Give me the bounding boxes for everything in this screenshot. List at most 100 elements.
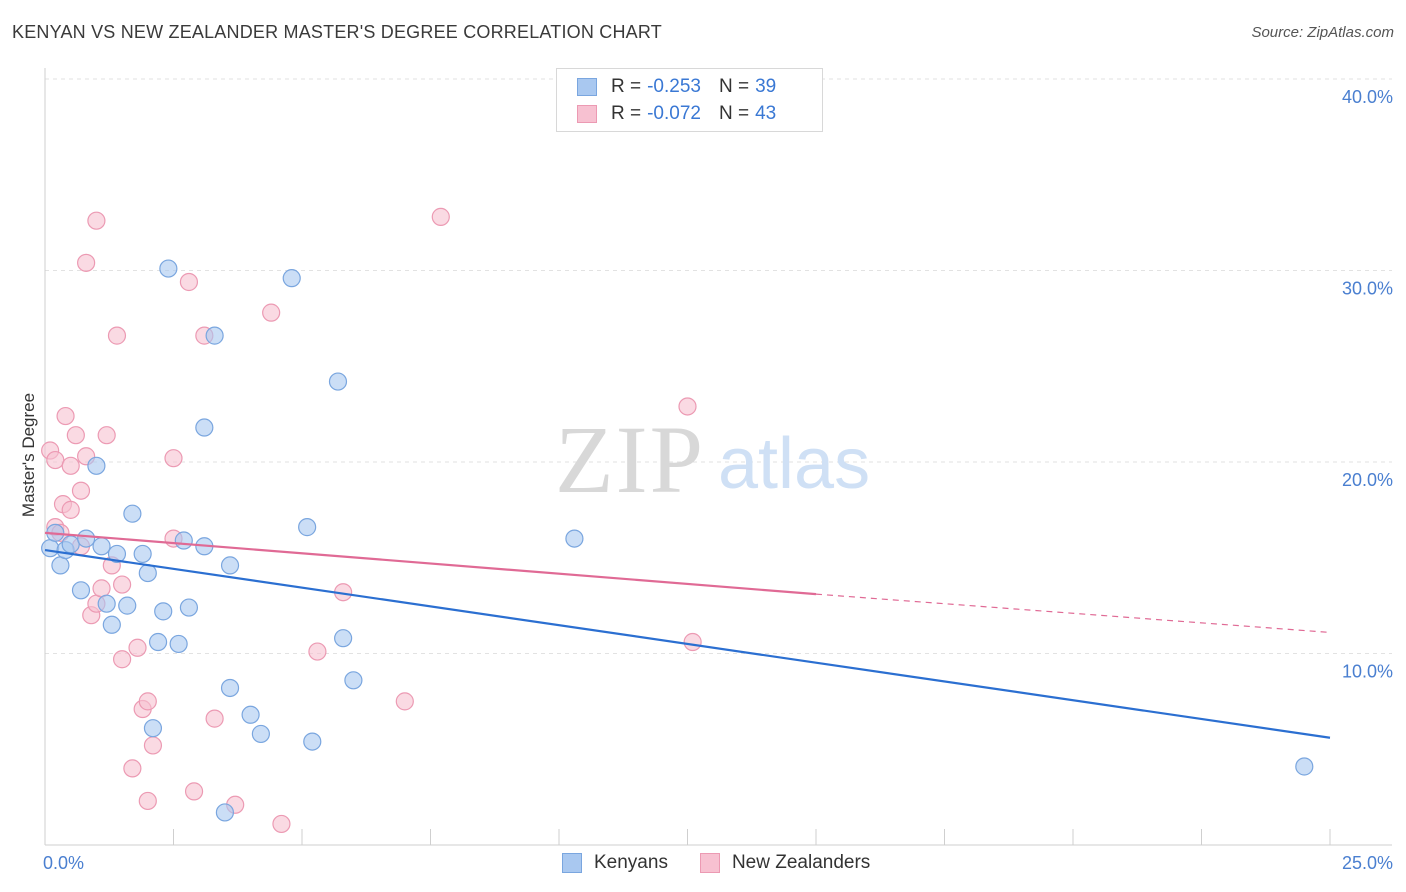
kenyan-point [215, 803, 234, 822]
watermark-atlas: atlas [718, 424, 870, 504]
kenyan-point [61, 535, 80, 554]
new-zealander-point [61, 456, 80, 475]
kenyan-point [148, 632, 168, 652]
kenyan-point [92, 537, 111, 556]
legend-r-value: -0.253 [647, 76, 701, 97]
new-zealander-point [143, 736, 163, 755]
kenyan-point [174, 531, 193, 550]
new-zealander-point [97, 426, 116, 445]
kenyan-point [328, 372, 348, 391]
kenyan-point [565, 529, 584, 548]
source-label: Source: ZipAtlas.com [1251, 24, 1394, 41]
kenyans-trend-line [44, 549, 1331, 739]
legend-n-value: 39 [755, 76, 777, 97]
new-zealander-point [164, 449, 183, 468]
y-tick-label: 10.0% [1342, 662, 1393, 682]
new-zealander-point [56, 406, 75, 426]
y-tick-label: 30.0% [1342, 279, 1393, 299]
legend-r-label: R = [611, 76, 642, 97]
new-zealander-point [308, 642, 327, 661]
kenyan-point [282, 269, 301, 288]
new-zealander-point [431, 207, 450, 226]
kenyan-point [159, 259, 178, 278]
new-zealander-point [46, 450, 65, 470]
series-legend: Kenyans New Zealanders [562, 852, 902, 874]
legend-row-new-zealanders: R = -0.072 N = 43 [577, 102, 776, 126]
kenyan-point [118, 596, 137, 615]
new-zealander-point [395, 692, 414, 711]
legend-n-label: N = [718, 76, 750, 97]
new-zealander-point [112, 575, 132, 594]
legend-n-value: 43 [755, 103, 777, 124]
kenyan-point [51, 556, 70, 575]
kenyan-point [143, 719, 163, 738]
kenyans-legend-label: Kenyans [594, 852, 668, 873]
chart-title: KENYAN VS NEW ZEALANDER MASTER'S DEGREE … [12, 22, 662, 42]
new-zealander-point [128, 638, 147, 657]
legend-row-kenyans: R = -0.253 N = 39 [577, 75, 776, 99]
watermark-zip: ZIP [555, 406, 705, 513]
new-zealanders-trend-line [44, 531, 817, 596]
new-zealander-point [683, 632, 702, 652]
legend-r-label: R = [611, 103, 642, 124]
kenyan-point [169, 634, 188, 654]
kenyan-point [205, 326, 224, 345]
kenyan-point [71, 581, 91, 600]
new-zealander-point [71, 481, 91, 500]
new-zealander-point [107, 326, 127, 345]
new-zealander-point [66, 426, 85, 445]
new-zealander-point [184, 782, 204, 801]
kenyan-point [303, 732, 322, 751]
legend-r-value: -0.072 [647, 103, 701, 124]
new-zealander-point [205, 709, 224, 728]
new-zealanders-swatch [577, 105, 597, 123]
new-zealanders-points [41, 207, 702, 834]
new-zealander-point [61, 500, 80, 519]
kenyan-point [220, 678, 240, 698]
y-tick-label: 40.0% [1342, 87, 1393, 107]
y-tick-label: 20.0% [1342, 470, 1393, 490]
correlation-legend: R = -0.253 N = 39 R = -0.072 N = 43 [556, 68, 823, 132]
new-zealander-point [138, 791, 157, 811]
new-zealander-point [138, 692, 157, 711]
new-zealander-point [112, 650, 132, 669]
kenyan-point [138, 563, 157, 583]
y-axis-title: Master's Degree [19, 393, 38, 517]
new-zealanders-legend-swatch [699, 853, 720, 873]
watermark: ZIP atlas [555, 406, 870, 513]
kenyans-legend-swatch [562, 853, 582, 873]
new-zealander-point [87, 211, 106, 230]
new-zealander-point [92, 579, 111, 598]
new-zealander-point [272, 814, 291, 834]
new-zealanders-legend-label: New Zealanders [731, 852, 871, 873]
x-tick-label: 0.0% [43, 853, 84, 873]
x-tick-label: 25.0% [1342, 853, 1393, 873]
kenyan-point [334, 629, 353, 648]
new-zealander-point [123, 759, 142, 778]
kenyan-point [107, 544, 127, 564]
kenyan-point [102, 615, 121, 634]
kenyan-point [195, 418, 214, 437]
kenyan-point [97, 594, 116, 613]
kenyan-point [154, 602, 173, 621]
kenyan-point [41, 539, 60, 558]
kenyan-point [77, 529, 96, 548]
kenyan-point [179, 598, 199, 617]
kenyan-point [87, 456, 106, 475]
new-zealander-point [179, 272, 199, 292]
kenyan-point [251, 724, 270, 744]
kenyan-point [220, 556, 240, 575]
trend-lines [44, 531, 1331, 739]
kenyan-point [344, 671, 363, 690]
new-zealander-point [678, 397, 697, 416]
legend-item-kenyans[interactable]: Kenyans [562, 852, 668, 874]
tick-labels: 10.0% 20.0% 30.0% 40.0% 0.0% 25.0% [43, 87, 1393, 873]
kenyan-point [241, 705, 260, 724]
legend-item-new-zealanders[interactable]: New Zealanders [699, 852, 871, 874]
kenyan-point [298, 518, 317, 537]
new-zealander-point [262, 303, 281, 322]
kenyans-points [41, 259, 1314, 822]
kenyan-point [123, 504, 142, 523]
new-zealanders-trend-extension [815, 593, 1331, 634]
